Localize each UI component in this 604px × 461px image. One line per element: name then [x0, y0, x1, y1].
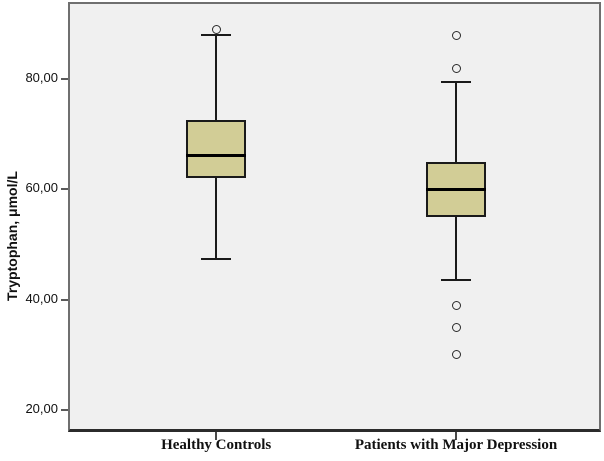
- y-axis-tick: [61, 298, 68, 301]
- x-category-label-patients-with-major-depression: Patients with Major Depression: [354, 437, 558, 453]
- whisker-cap-lower-healthy-controls: [201, 257, 232, 260]
- whisker-cap-upper-patients-with-major-depression: [441, 80, 472, 83]
- whisker-cap-lower-patients-with-major-depression: [441, 279, 472, 282]
- y-axis-tick: [61, 408, 68, 411]
- x-category-label-healthy-controls: Healthy Controls: [161, 437, 272, 453]
- y-axis-tick-label: 20,00: [25, 400, 58, 416]
- y-axis-tick-label: 80,00: [25, 70, 58, 86]
- y-axis-tick: [61, 188, 68, 191]
- outlier-point-patients-with-major-depression: [451, 300, 461, 310]
- plot-area: [68, 2, 601, 432]
- iqr-box-healthy-controls: [186, 119, 247, 179]
- outlier-point-patients-with-major-depression: [451, 322, 461, 332]
- median-line-patients-with-major-depression: [426, 188, 487, 192]
- outlier-point-patients-with-major-depression: [451, 30, 461, 40]
- y-axis-tick-label: 40,00: [25, 290, 58, 306]
- outlier-point-healthy-controls: [211, 25, 221, 35]
- whisker-cap-upper-healthy-controls: [201, 34, 232, 37]
- y-axis-tick: [61, 78, 68, 81]
- y-axis-tick-label: 60,00: [25, 180, 58, 196]
- median-line-healthy-controls: [186, 154, 247, 158]
- outlier-point-patients-with-major-depression: [451, 63, 461, 73]
- outlier-point-patients-with-major-depression: [451, 350, 461, 360]
- x-axis-tick: [215, 432, 218, 440]
- x-axis-tick: [455, 432, 458, 440]
